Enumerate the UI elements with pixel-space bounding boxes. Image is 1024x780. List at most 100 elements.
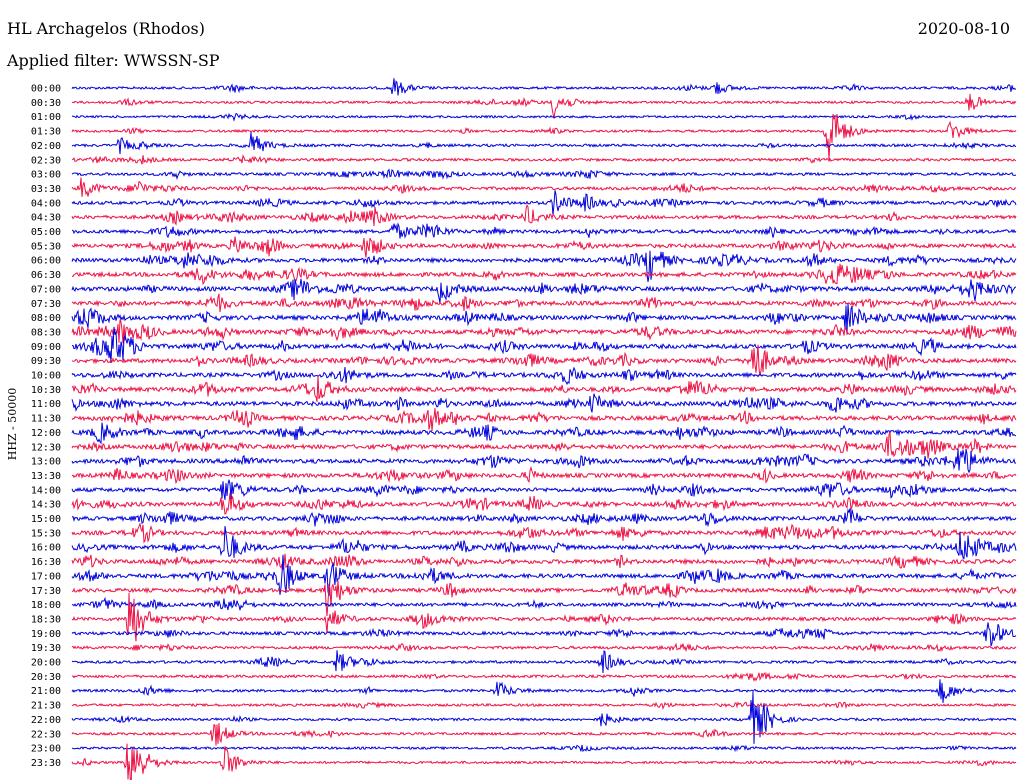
seismic-trace (71, 553, 1017, 570)
time-tick-label: 09:30 (31, 356, 61, 367)
seismic-trace (71, 691, 1017, 744)
time-tick-label: 04:30 (31, 213, 61, 224)
filter-label: Applied filter: WWSSN-SP (7, 51, 220, 70)
time-tick-label: 08:00 (31, 313, 61, 324)
time-tick-label: 11:00 (31, 399, 61, 410)
seismic-trace (71, 723, 1017, 746)
time-tick-label: 00:30 (31, 98, 61, 109)
station-title: HL Archagelos (Rhodos) (7, 19, 205, 38)
seismic-trace (71, 650, 1017, 674)
seismic-trace (71, 508, 1017, 528)
seismic-trace (71, 236, 1017, 258)
seismic-trace (71, 154, 1017, 165)
time-tick-label: 01:30 (31, 127, 61, 138)
time-tick-label: 19:00 (31, 629, 61, 640)
seismic-trace (71, 393, 1017, 413)
time-tick-label: 18:00 (31, 600, 61, 611)
time-tick-label: 05:30 (31, 241, 61, 252)
time-tick-labels: 00:00 00:30 01:00 01:30 02:00 02:30 03:00 03:30… (31, 84, 61, 769)
seismic-trace (71, 366, 1017, 386)
seismic-trace (71, 177, 1017, 197)
time-tick-label: 15:30 (31, 528, 61, 539)
seismic-trace (71, 222, 1017, 239)
seismic-trace (71, 744, 1017, 753)
seismic-trace (71, 408, 1017, 432)
seismic-trace (71, 113, 1017, 160)
time-tick-label: 03:00 (31, 170, 61, 181)
seismic-trace (71, 448, 1017, 474)
time-tick-label: 18:30 (31, 614, 61, 625)
time-tick-label: 14:00 (31, 485, 61, 496)
time-tick-label: 12:30 (31, 442, 61, 453)
time-tick-label: 11:30 (31, 414, 61, 425)
time-tick-label: 04:00 (31, 198, 61, 209)
seismic-trace (71, 679, 1017, 703)
seismic-trace (71, 132, 1017, 155)
date-label: 2020-08-10 (917, 19, 1010, 38)
time-tick-label: 20:30 (31, 672, 61, 683)
time-tick-label: 03:30 (31, 184, 61, 195)
seismic-trace (71, 303, 1017, 334)
seismic-trace (71, 326, 1017, 364)
seismic-trace (71, 250, 1017, 282)
seismic-trace (71, 642, 1017, 653)
time-tick-label: 08:30 (31, 327, 61, 338)
time-tick-label: 09:00 (31, 342, 61, 353)
seismic-trace (71, 526, 1017, 560)
time-tick-label: 17:30 (31, 586, 61, 597)
time-tick-label: 16:00 (31, 543, 61, 554)
time-tick-label: 17:00 (31, 571, 61, 582)
time-tick-label: 10:30 (31, 385, 61, 396)
time-tick-label: 05:00 (31, 227, 61, 238)
seismic-trace (71, 701, 1017, 711)
time-tick-label: 21:00 (31, 686, 61, 697)
seismic-trace (71, 278, 1017, 304)
seismic-trace (71, 622, 1017, 647)
time-tick-label: 22:00 (31, 715, 61, 726)
seismic-trace (71, 479, 1017, 500)
time-tick-label: 02:00 (31, 141, 61, 152)
seismic-trace (71, 743, 1017, 780)
seismic-trace (71, 672, 1017, 682)
time-tick-label: 15:00 (31, 514, 61, 525)
seismic-trace (71, 204, 1017, 227)
time-tick-label: 14:30 (31, 500, 61, 511)
time-tick-label: 01:00 (31, 112, 61, 123)
seismic-trace (71, 422, 1017, 445)
time-tick-label: 10:00 (31, 371, 61, 382)
seismic-trace (71, 190, 1017, 216)
seismic-trace (71, 523, 1017, 544)
time-tick-label: 16:30 (31, 557, 61, 568)
seismic-trace (71, 293, 1017, 313)
seismic-trace (71, 112, 1017, 122)
time-tick-label: 06:00 (31, 256, 61, 267)
time-tick-label: 12:00 (31, 428, 61, 439)
time-tick-label: 07:30 (31, 299, 61, 310)
seismic-trace (71, 344, 1017, 377)
seismic-trace (71, 375, 1017, 402)
seismic-trace (71, 93, 1017, 119)
time-tick-label: 02:30 (31, 155, 61, 166)
seismic-trace (71, 466, 1017, 485)
seismic-trace (71, 554, 1017, 597)
time-tick-label: 00:00 (31, 84, 61, 95)
time-tick-label: 13:30 (31, 471, 61, 482)
time-tick-label: 06:30 (31, 270, 61, 281)
time-tick-label: 22:30 (31, 729, 61, 740)
time-tick-label: 23:30 (31, 758, 61, 769)
seismic-trace (71, 319, 1017, 344)
seismic-trace (71, 168, 1017, 181)
seismic-traces (71, 78, 1017, 780)
seismic-trace (71, 596, 1017, 611)
time-tick-label: 19:30 (31, 643, 61, 654)
seismic-trace (71, 263, 1017, 285)
seismic-trace (71, 430, 1017, 459)
y-axis-label: HHZ - 50000 (6, 388, 19, 461)
time-tick-label: 21:30 (31, 701, 61, 712)
seismic-trace (71, 592, 1017, 642)
time-tick-label: 23:00 (31, 744, 61, 755)
time-tick-label: 13:00 (31, 457, 61, 468)
seismic-trace (71, 492, 1017, 515)
time-tick-label: 07:00 (31, 284, 61, 295)
